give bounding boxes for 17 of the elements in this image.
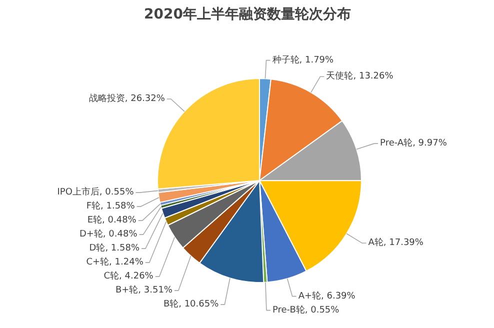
slice-label: 天使轮, 13.26% [326, 70, 394, 82]
slice-label: E轮, 0.48% [87, 214, 137, 226]
slice-label: Pre-A轮, 9.97% [380, 138, 448, 149]
slice-label: C轮, 4.26% [104, 270, 154, 282]
slice-label: 种子轮, 1.79% [272, 54, 334, 66]
slice-label: F轮, 1.58% [86, 200, 136, 212]
slice-label: D轮, 1.58% [89, 242, 140, 254]
slice-label: D+轮, 0.48% [79, 228, 138, 240]
slice-label: C+轮, 1.24% [86, 256, 144, 268]
slice-label: A+轮, 6.39% [298, 290, 356, 302]
slice-label: 战略投资, 26.32% [88, 92, 166, 104]
slice-label: B+轮, 3.51% [115, 284, 173, 296]
slice-label: A轮, 17.39% [368, 237, 424, 248]
chart-title: 2020年上半年融资数量轮次分布 [144, 6, 351, 22]
slice-label: B轮, 10.65% [163, 298, 220, 310]
slice-label: Pre-B轮, 0.55% [272, 304, 340, 316]
slice-label: IPO上市后, 0.55% [57, 186, 134, 198]
